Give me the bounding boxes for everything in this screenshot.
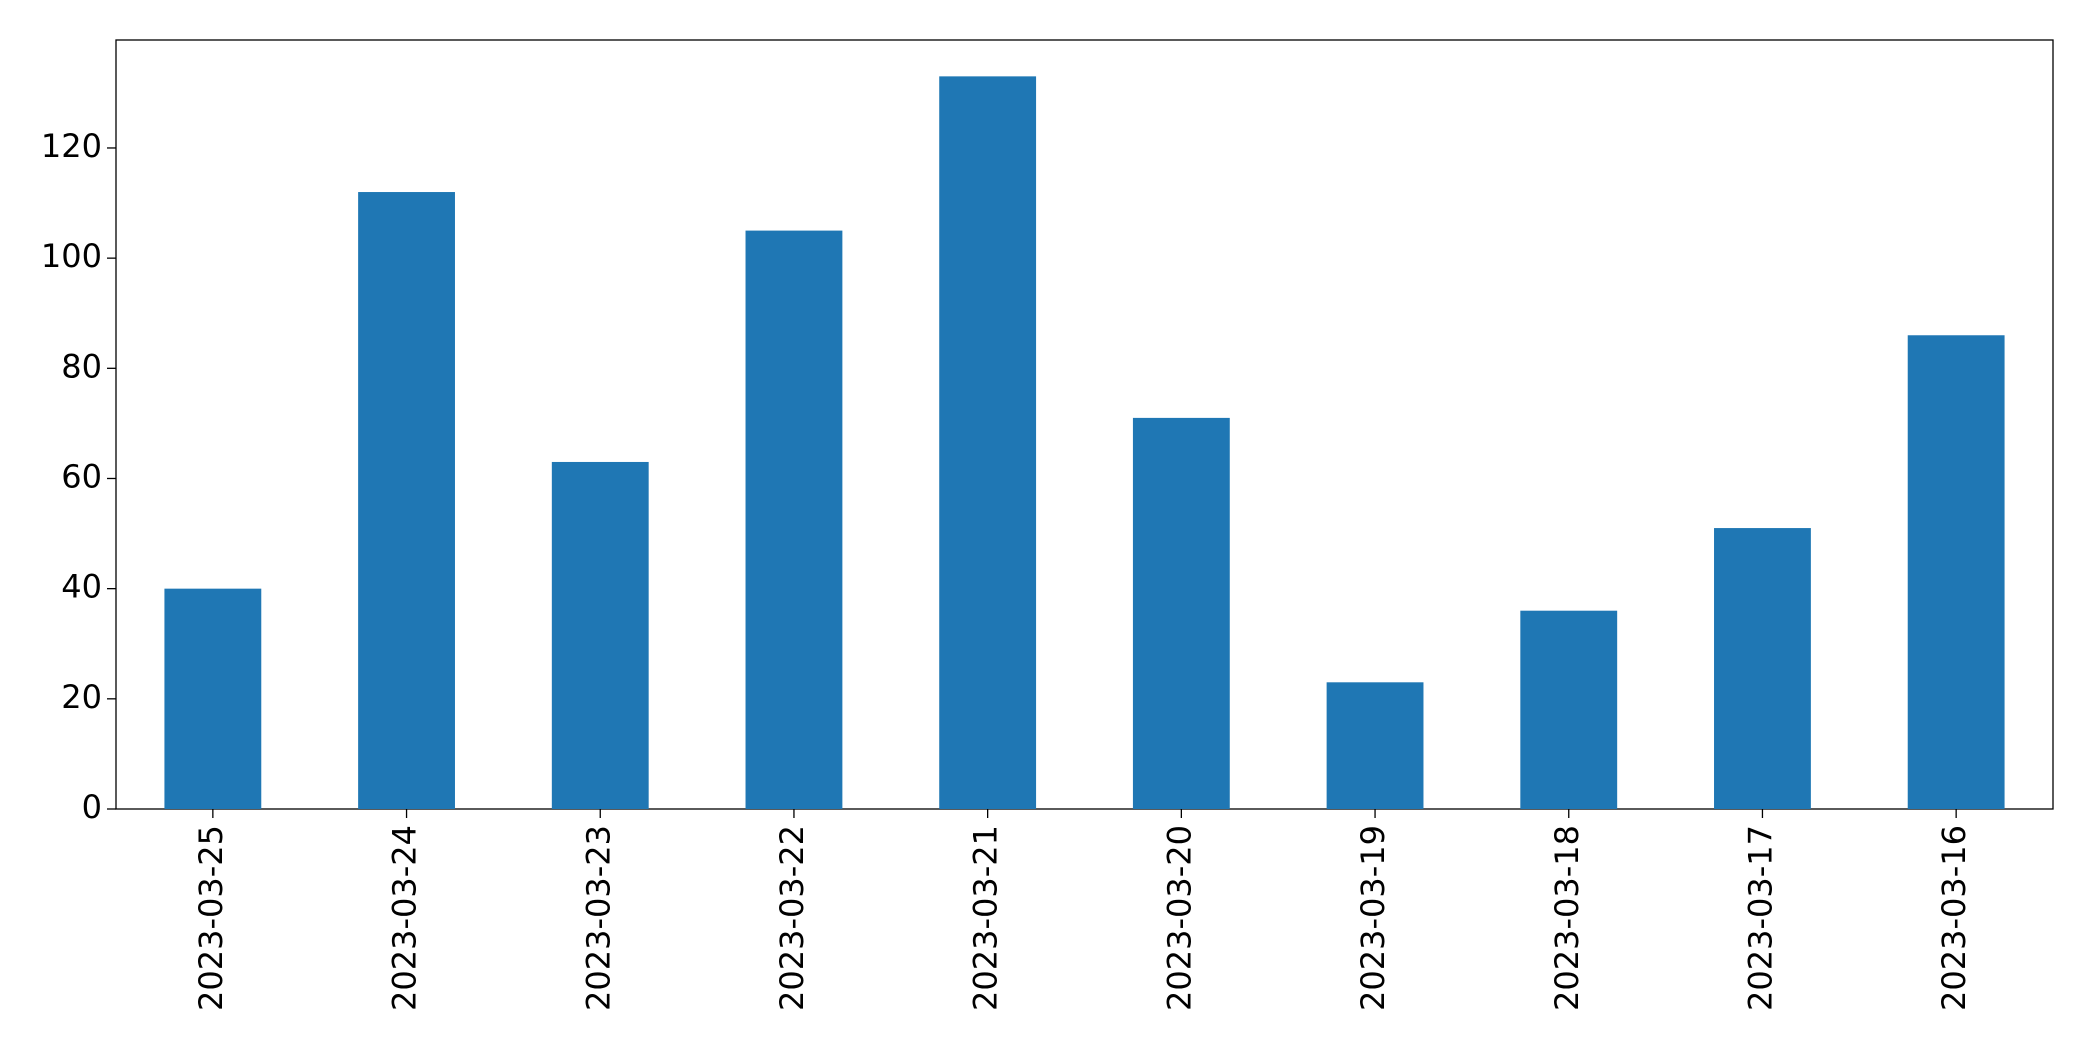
x-tick-label: 2023-03-17	[1741, 825, 1779, 1011]
bar	[939, 76, 1037, 809]
x-tick-label: 2023-03-23	[579, 825, 617, 1011]
y-tick-label: 40	[61, 568, 102, 606]
y-tick-label: 20	[61, 678, 102, 716]
y-tick-label: 60	[61, 457, 102, 495]
x-tick-label: 2023-03-24	[386, 825, 424, 1011]
bar	[745, 230, 843, 810]
x-tick-label: 2023-03-25	[192, 825, 230, 1011]
bar	[1714, 528, 1811, 809]
plot-frame	[115, 39, 2054, 810]
y-tick-label: 80	[61, 347, 102, 385]
bar	[1326, 682, 1424, 809]
bar	[358, 192, 455, 810]
x-tick-label: 2023-03-19	[1354, 825, 1392, 1011]
x-tick-label: 2023-03-21	[967, 825, 1005, 1011]
x-tick-label: 2023-03-20	[1160, 825, 1198, 1011]
bar	[1520, 610, 1618, 809]
bar	[551, 461, 649, 809]
bar	[1907, 335, 2005, 809]
x-tick-label: 2023-03-16	[1935, 825, 1973, 1011]
y-tick-label: 0	[82, 788, 102, 826]
y-tick-label: 120	[41, 127, 102, 165]
bar	[1132, 417, 1230, 809]
x-tick-label: 2023-03-18	[1548, 825, 1586, 1011]
bar	[164, 588, 262, 809]
x-tick-label: 2023-03-22	[773, 825, 811, 1011]
y-tick-label: 100	[41, 237, 102, 275]
